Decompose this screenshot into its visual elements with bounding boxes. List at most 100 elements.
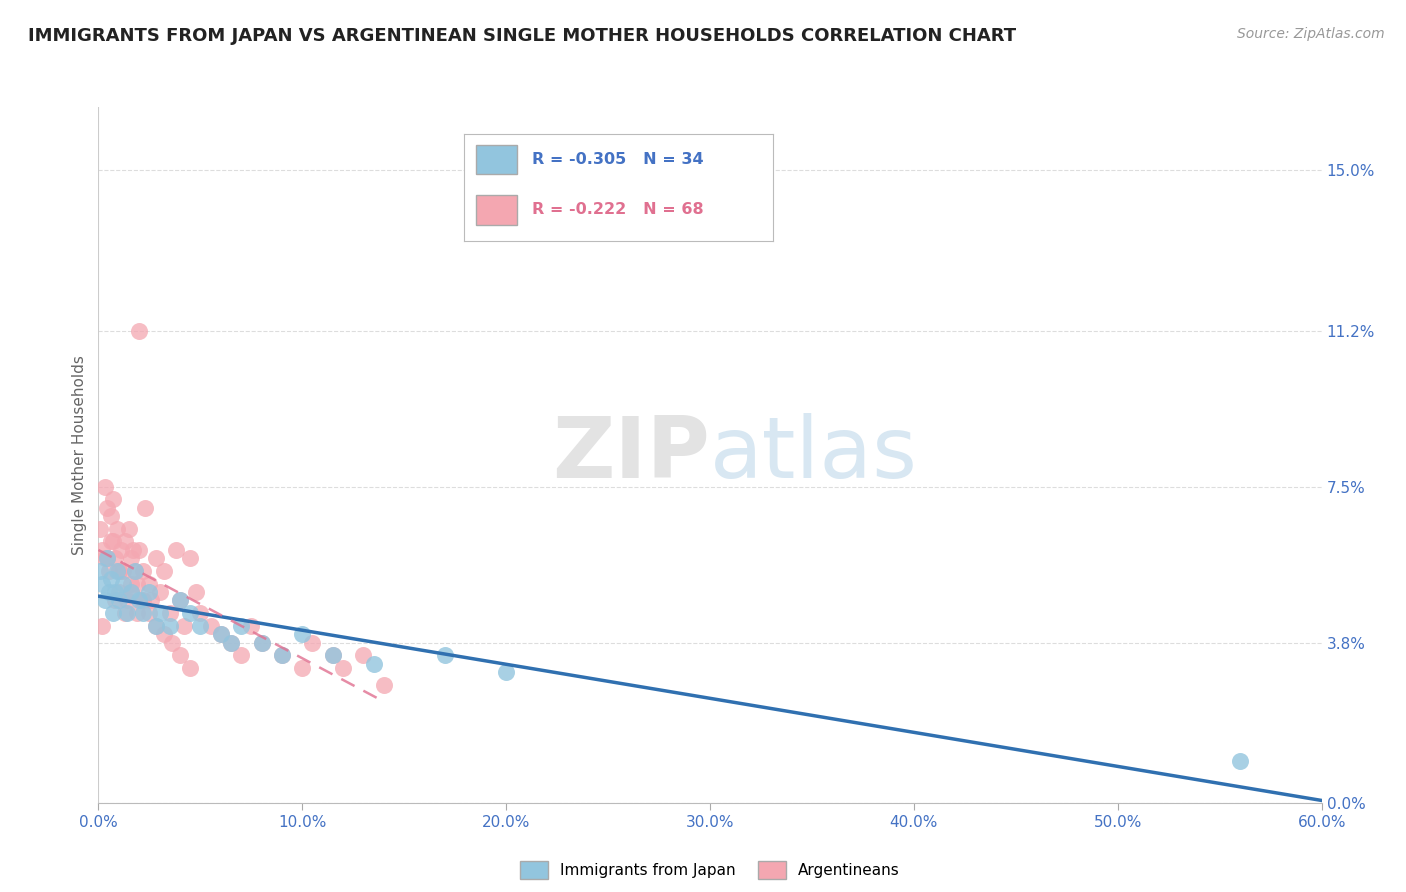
Point xyxy=(91,542,114,557)
Point xyxy=(124,564,146,578)
Point xyxy=(104,551,127,566)
Point xyxy=(114,534,136,549)
Point xyxy=(169,593,191,607)
Point xyxy=(101,534,124,549)
Point xyxy=(188,618,212,632)
Point xyxy=(160,635,183,649)
Point xyxy=(169,593,191,607)
Point xyxy=(129,593,152,607)
Point xyxy=(188,606,212,620)
Point xyxy=(231,618,253,632)
Point xyxy=(122,542,145,557)
Point xyxy=(138,585,160,599)
Point xyxy=(145,618,167,632)
Point xyxy=(209,627,232,641)
Point xyxy=(110,542,132,557)
Point xyxy=(128,324,150,338)
Point xyxy=(159,618,181,632)
Point xyxy=(120,576,142,591)
Text: Source: ZipAtlas.com: Source: ZipAtlas.com xyxy=(1237,27,1385,41)
Point xyxy=(149,585,172,599)
Point xyxy=(105,564,128,578)
Point xyxy=(434,648,457,663)
Point xyxy=(373,678,395,692)
Point xyxy=(332,661,354,675)
Text: atlas: atlas xyxy=(710,413,918,497)
Text: IMMIGRANTS FROM JAPAN VS ARGENTINEAN SINGLE MOTHER HOUSEHOLDS CORRELATION CHART: IMMIGRANTS FROM JAPAN VS ARGENTINEAN SIN… xyxy=(28,27,1017,45)
Point xyxy=(145,551,167,566)
Point xyxy=(115,606,138,620)
FancyBboxPatch shape xyxy=(477,194,516,225)
Point xyxy=(179,551,201,566)
Point xyxy=(100,572,122,586)
Point xyxy=(322,648,344,663)
Point xyxy=(120,551,142,566)
Point xyxy=(291,661,314,675)
Point xyxy=(250,635,273,649)
Point xyxy=(169,648,191,663)
Point xyxy=(250,635,273,649)
Text: R = -0.222   N = 68: R = -0.222 N = 68 xyxy=(531,202,703,218)
Point xyxy=(132,593,155,607)
Point xyxy=(152,627,174,641)
Point xyxy=(322,648,344,663)
Point xyxy=(179,606,201,620)
Point xyxy=(132,606,155,620)
Point xyxy=(165,542,187,557)
Point xyxy=(138,576,160,591)
Point xyxy=(301,635,323,649)
Point xyxy=(291,627,314,641)
Point xyxy=(145,618,167,632)
Point xyxy=(134,500,156,515)
Point xyxy=(97,564,120,578)
Point xyxy=(128,593,150,607)
Point xyxy=(91,576,114,591)
Point xyxy=(100,509,122,524)
Point xyxy=(352,648,374,663)
Point xyxy=(186,585,208,599)
Point xyxy=(152,564,174,578)
Point xyxy=(91,618,114,632)
Point xyxy=(179,661,201,675)
Point xyxy=(231,648,253,663)
FancyBboxPatch shape xyxy=(477,145,516,175)
Point xyxy=(219,635,242,649)
Point xyxy=(97,585,120,599)
Point xyxy=(105,522,128,536)
Point xyxy=(127,606,149,620)
Point xyxy=(127,576,149,591)
Point xyxy=(108,564,131,578)
Text: R = -0.305   N = 34: R = -0.305 N = 34 xyxy=(531,152,703,167)
Point xyxy=(270,648,294,663)
Point xyxy=(104,585,127,599)
Point xyxy=(96,551,118,566)
Point xyxy=(111,576,134,591)
Point xyxy=(1229,754,1251,768)
Point xyxy=(108,564,131,578)
Point xyxy=(104,593,127,607)
Point xyxy=(124,564,146,578)
Point xyxy=(495,665,517,679)
Point xyxy=(89,564,111,578)
Point xyxy=(101,606,124,620)
Point xyxy=(96,500,118,515)
Point xyxy=(219,635,242,649)
Point xyxy=(115,593,138,607)
Point xyxy=(159,606,181,620)
Point xyxy=(363,657,385,671)
Point xyxy=(209,627,232,641)
Point xyxy=(138,606,160,620)
Point xyxy=(93,593,115,607)
Point xyxy=(149,606,172,620)
Point xyxy=(96,551,118,566)
Point xyxy=(89,522,111,536)
Point xyxy=(114,606,136,620)
Legend: Immigrants from Japan, Argentineans: Immigrants from Japan, Argentineans xyxy=(515,855,905,886)
Point xyxy=(173,618,195,632)
Point xyxy=(120,585,142,599)
Point xyxy=(111,564,134,578)
Point xyxy=(200,618,222,632)
Point xyxy=(118,522,141,536)
Point xyxy=(108,593,131,607)
Point xyxy=(120,585,142,599)
